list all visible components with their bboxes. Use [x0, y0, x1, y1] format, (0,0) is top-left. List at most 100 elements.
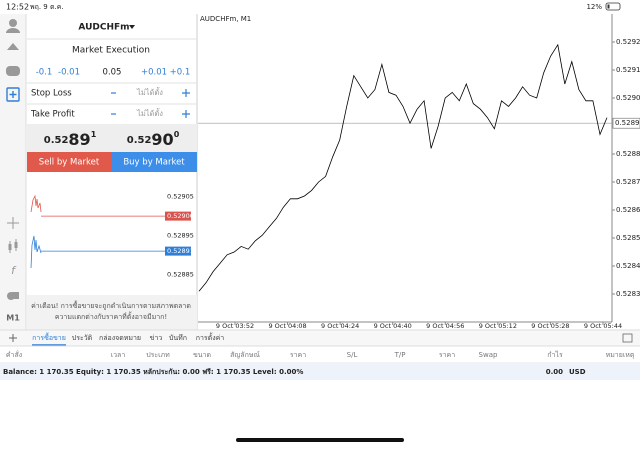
profit: 0.00 — [546, 368, 563, 376]
icon-share[interactable] — [7, 43, 19, 50]
sell-button[interactable] — [27, 152, 112, 172]
warning-box — [27, 295, 197, 330]
bid-price: 0.52891 — [44, 130, 97, 149]
bid-sup: 1 — [91, 130, 97, 139]
column-header[interactable]: ขนาด — [193, 351, 211, 359]
status-time: 12:52 — [6, 3, 29, 12]
sell-button-label[interactable]: Sell by Market — [39, 158, 100, 168]
icon-crosshair[interactable] — [7, 217, 19, 229]
volume-step[interactable]: -0.01 — [58, 68, 80, 78]
icon-indicators[interactable]: f — [11, 264, 17, 277]
mini-y-tick-label: 0.52905 — [167, 193, 194, 201]
column-header[interactable]: คำสั่ง — [6, 350, 22, 359]
stop-loss-label: Stop Loss — [31, 89, 72, 99]
buy-button-label[interactable]: Buy by Market — [123, 158, 185, 168]
ask-small: 0.52 — [127, 135, 152, 146]
x-tick-label: 9 Oct 04:24 — [321, 322, 359, 330]
ask-sup: 0 — [174, 130, 180, 139]
timeframe[interactable]: M1 — [6, 314, 20, 323]
x-tick-label: 9 Oct 05:44 — [584, 322, 622, 330]
mini-y-tick-label: 0.52895 — [167, 232, 194, 240]
tab[interactable]: การซื้อขาย — [32, 331, 66, 342]
add-button[interactable] — [9, 334, 17, 342]
table-header: คำสั่ง เวลา ประเภท ขนาด สัญลักษณ์ ราคา S/L T/P ร… — [6, 350, 635, 359]
mini-label: 0.52891 — [167, 247, 194, 255]
x-tick-label: 9 Oct 03:52 — [216, 322, 254, 330]
x-tick-label: 9 Oct 05:12 — [479, 322, 517, 330]
execution-mode[interactable]: Market Execution — [72, 46, 150, 56]
volume-step[interactable]: +0.01 — [141, 68, 167, 78]
column-header[interactable]: หมายเหตุ — [606, 351, 635, 359]
warning-line: ความแตกต่างกับราคาที่ตั้งอาจมีมาก! — [55, 310, 167, 321]
take-profit-value[interactable]: ไม่ได้ตั้ง — [136, 108, 163, 118]
price-area — [27, 124, 197, 152]
mini-bid-trace — [30, 235, 42, 269]
summary: Balance: 1 170.35 Equity: 1 170.35 หลักป… — [3, 368, 303, 376]
icon-candle-b — [14, 242, 18, 248]
mini-chart: 0.52905 0.52895 0.52885 0.52900 0.52891 — [30, 193, 194, 278]
battery-level — [607, 4, 610, 9]
icon-objects-square — [12, 292, 19, 299]
icon-candle-a — [8, 244, 12, 250]
stop-loss-plus[interactable] — [182, 89, 190, 97]
icon-new-order-plus — [9, 91, 17, 98]
chart-title: AUDCHFm, M1 — [200, 15, 251, 23]
x-tick-label: 9 Oct 05:28 — [531, 322, 569, 330]
tab[interactable]: การตั้งค่า — [196, 331, 225, 342]
volume[interactable]: 0.05 — [103, 68, 122, 78]
column-header[interactable]: ราคา — [439, 351, 455, 359]
stop-loss-value[interactable]: ไม่ได้ตั้ง — [136, 87, 163, 97]
tab[interactable]: บันทึก — [169, 333, 187, 342]
battery-icon — [605, 2, 621, 11]
currency: USD — [569, 368, 586, 376]
x-tick-label: 9 Oct 04:40 — [374, 322, 412, 330]
tab[interactable]: ข่าว — [150, 334, 163, 342]
tab[interactable]: ประวัติ — [72, 334, 93, 342]
icon-account[interactable] — [9, 19, 17, 27]
buy-button[interactable] — [112, 152, 197, 172]
ask-big: 90 — [151, 130, 173, 149]
take-profit-plus[interactable] — [182, 110, 190, 118]
column-header[interactable]: กำไร — [547, 350, 563, 359]
volume-step[interactable]: -0.1 — [36, 68, 53, 78]
symbol[interactable]: AUDCHFm — [78, 23, 129, 33]
column-header[interactable]: Swap — [479, 351, 498, 359]
x-tick-label: 9 Oct 04:08 — [268, 322, 306, 330]
bid-big: 89 — [68, 130, 90, 149]
bid-small: 0.52 — [44, 135, 69, 146]
summary-row — [0, 364, 640, 380]
mini-ask-trace — [30, 194, 42, 213]
y-tick-label: 0.52900 — [616, 94, 640, 102]
symbol-dropdown[interactable] — [129, 25, 135, 29]
home-indicator — [236, 438, 404, 442]
column-header[interactable]: สัญลักษณ์ — [230, 351, 260, 359]
mini-y-tick-label: 0.52885 — [167, 270, 194, 278]
column-header[interactable]: S/L — [347, 351, 358, 359]
tab[interactable]: กล่องจดหมาย — [99, 334, 141, 342]
column-header[interactable]: ราคา — [290, 351, 306, 359]
battery-text: 12% — [586, 3, 602, 11]
toolbar-icon[interactable] — [622, 333, 633, 343]
column-header[interactable]: ประเภท — [146, 351, 170, 359]
warning-line: ค่าเตือน! การซื้อขายจะถูกดำเนินการตามสภา… — [31, 299, 191, 310]
icon-new-order[interactable] — [6, 87, 20, 102]
volume-step[interactable]: +0.1 — [170, 68, 191, 78]
x-tick-label: 9 Oct 04:56 — [426, 322, 464, 330]
column-header[interactable]: เวลา — [111, 351, 126, 359]
tabs: การซื้อขาย ประวัติ กล่องจดหมาย ข่าว บันทึก กา… — [32, 331, 225, 346]
mini-label-box — [165, 246, 191, 256]
column-header[interactable]: T/P — [394, 351, 406, 359]
price-line-series — [198, 43, 608, 292]
take-profit-label: Take Profit — [30, 110, 75, 120]
icon-chat[interactable] — [6, 66, 20, 76]
ask-price: 0.52900 — [127, 130, 180, 149]
icon-account-body — [6, 28, 20, 33]
